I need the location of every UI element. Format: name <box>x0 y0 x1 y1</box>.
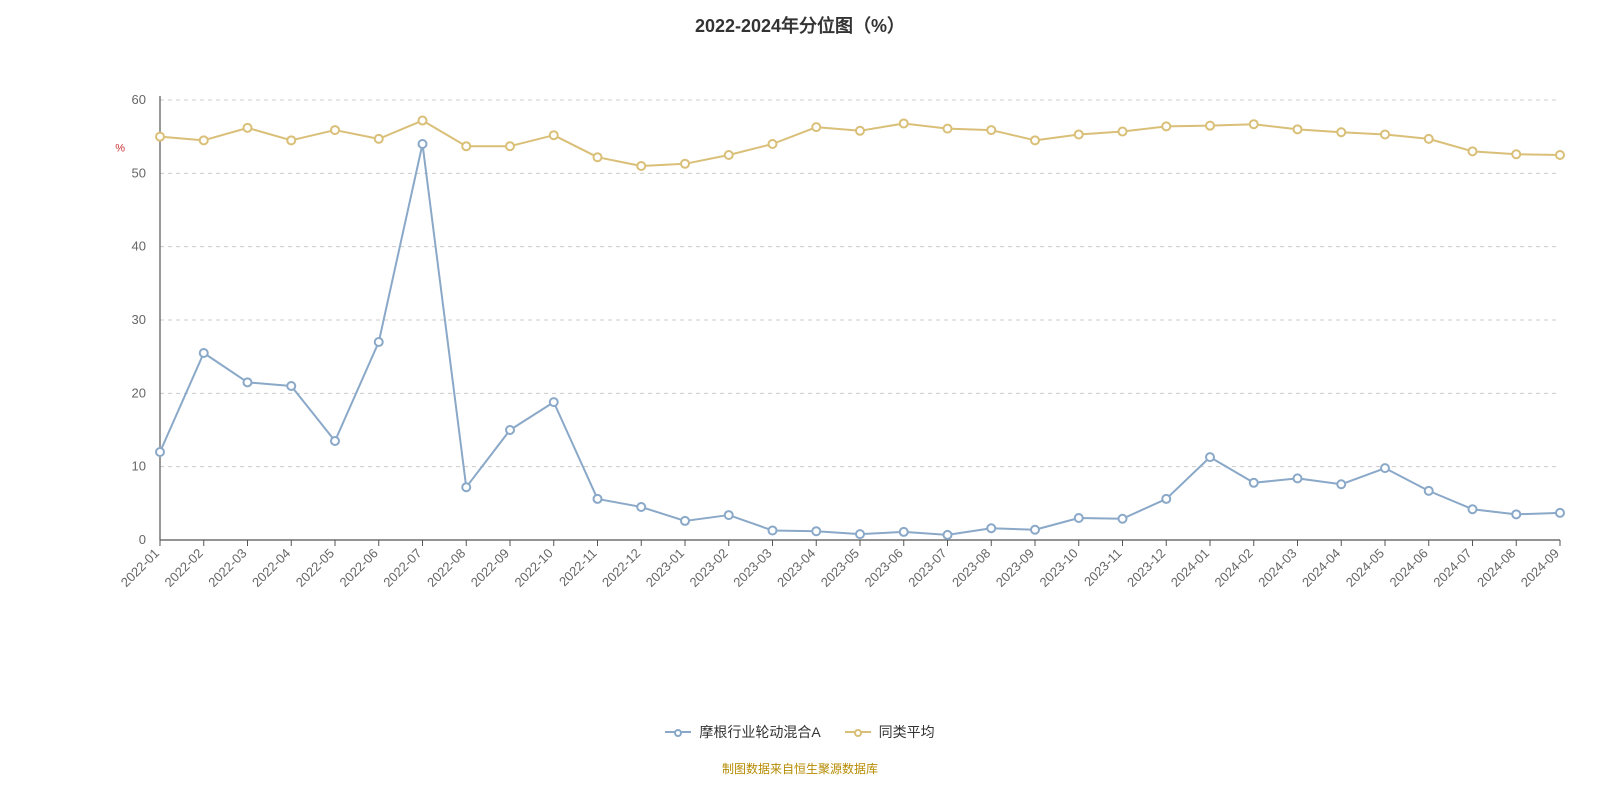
series-marker-1 <box>287 136 295 144</box>
series-marker-1 <box>681 160 689 168</box>
series-marker-1 <box>1381 130 1389 138</box>
series-marker-1 <box>1556 151 1564 159</box>
series-marker-1 <box>725 151 733 159</box>
series-marker-1 <box>1162 122 1170 130</box>
series-marker-1 <box>244 124 252 132</box>
series-marker-0 <box>1556 509 1564 517</box>
y-tick-label: 10 <box>132 459 146 474</box>
series-marker-0 <box>462 483 470 491</box>
series-marker-1 <box>1337 128 1345 136</box>
series-marker-0 <box>331 437 339 445</box>
series-marker-1 <box>1119 128 1127 136</box>
series-marker-1 <box>1512 150 1520 158</box>
series-marker-1 <box>506 142 514 150</box>
series-marker-1 <box>769 140 777 148</box>
series-marker-1 <box>462 142 470 150</box>
series-marker-0 <box>1119 515 1127 523</box>
series-marker-0 <box>287 382 295 390</box>
series-marker-1 <box>1469 147 1477 155</box>
series-marker-1 <box>331 126 339 134</box>
series-marker-0 <box>1425 487 1433 495</box>
series-marker-1 <box>1075 130 1083 138</box>
series-marker-1 <box>944 125 952 133</box>
series-marker-0 <box>681 517 689 525</box>
y-tick-label: 0 <box>139 532 146 547</box>
series-marker-0 <box>375 338 383 346</box>
series-marker-0 <box>200 349 208 357</box>
series-marker-1 <box>1031 136 1039 144</box>
percentile-chart: 2022-2024年分位图（%） 0102030405060%2022-0120… <box>0 0 1600 800</box>
series-marker-0 <box>156 448 164 456</box>
series-marker-1 <box>1206 122 1214 130</box>
series-marker-1 <box>1250 120 1258 128</box>
legend-label: 摩根行业轮动混合A <box>699 722 820 742</box>
series-marker-1 <box>900 119 908 127</box>
series-marker-0 <box>1162 495 1170 503</box>
series-marker-1 <box>200 136 208 144</box>
series-marker-0 <box>812 527 820 535</box>
chart-footer-note: 制图数据来自恒生聚源数据库 <box>0 760 1600 777</box>
y-axis-unit: % <box>115 142 125 154</box>
legend-marker-icon <box>854 729 862 737</box>
series-marker-1 <box>812 123 820 131</box>
series-marker-0 <box>1337 480 1345 488</box>
legend-item-0[interactable]: 摩根行业轮动混合A <box>665 722 820 742</box>
series-marker-1 <box>419 117 427 125</box>
series-marker-0 <box>1512 510 1520 518</box>
series-marker-1 <box>637 162 645 170</box>
legend-line-icon <box>665 731 691 733</box>
series-marker-0 <box>594 495 602 503</box>
series-marker-0 <box>1075 514 1083 522</box>
legend-marker-icon <box>674 729 682 737</box>
series-marker-1 <box>375 135 383 143</box>
series-marker-0 <box>725 511 733 519</box>
chart-legend: 摩根行业轮动混合A 同类平均 <box>0 720 1600 742</box>
series-marker-0 <box>769 526 777 534</box>
series-marker-0 <box>637 503 645 511</box>
legend-label: 同类平均 <box>879 722 935 742</box>
series-marker-1 <box>156 133 164 141</box>
legend-item-1[interactable]: 同类平均 <box>845 722 935 742</box>
series-marker-0 <box>1206 453 1214 461</box>
series-marker-1 <box>987 126 995 134</box>
series-marker-1 <box>550 131 558 139</box>
series-marker-0 <box>1469 505 1477 513</box>
series-marker-1 <box>594 153 602 161</box>
series-marker-0 <box>944 531 952 539</box>
legend-line-icon <box>845 731 871 733</box>
chart-plot-area: 0102030405060%2022-012022-022022-032022-… <box>0 0 1600 800</box>
series-marker-1 <box>1294 125 1302 133</box>
series-marker-0 <box>550 398 558 406</box>
series-marker-0 <box>856 530 864 538</box>
y-tick-label: 30 <box>132 312 146 327</box>
y-tick-label: 20 <box>132 385 146 400</box>
y-tick-label: 60 <box>132 92 146 107</box>
chart-title: 2022-2024年分位图（%） <box>0 12 1600 38</box>
y-tick-label: 50 <box>132 165 146 180</box>
series-marker-0 <box>1031 526 1039 534</box>
series-marker-0 <box>987 524 995 532</box>
y-tick-label: 40 <box>132 239 146 254</box>
series-marker-0 <box>419 140 427 148</box>
series-marker-1 <box>1425 135 1433 143</box>
series-marker-0 <box>1294 474 1302 482</box>
series-marker-0 <box>244 378 252 386</box>
series-marker-0 <box>1250 479 1258 487</box>
series-marker-0 <box>1381 464 1389 472</box>
series-marker-1 <box>856 127 864 135</box>
series-marker-0 <box>506 426 514 434</box>
series-marker-0 <box>900 528 908 536</box>
